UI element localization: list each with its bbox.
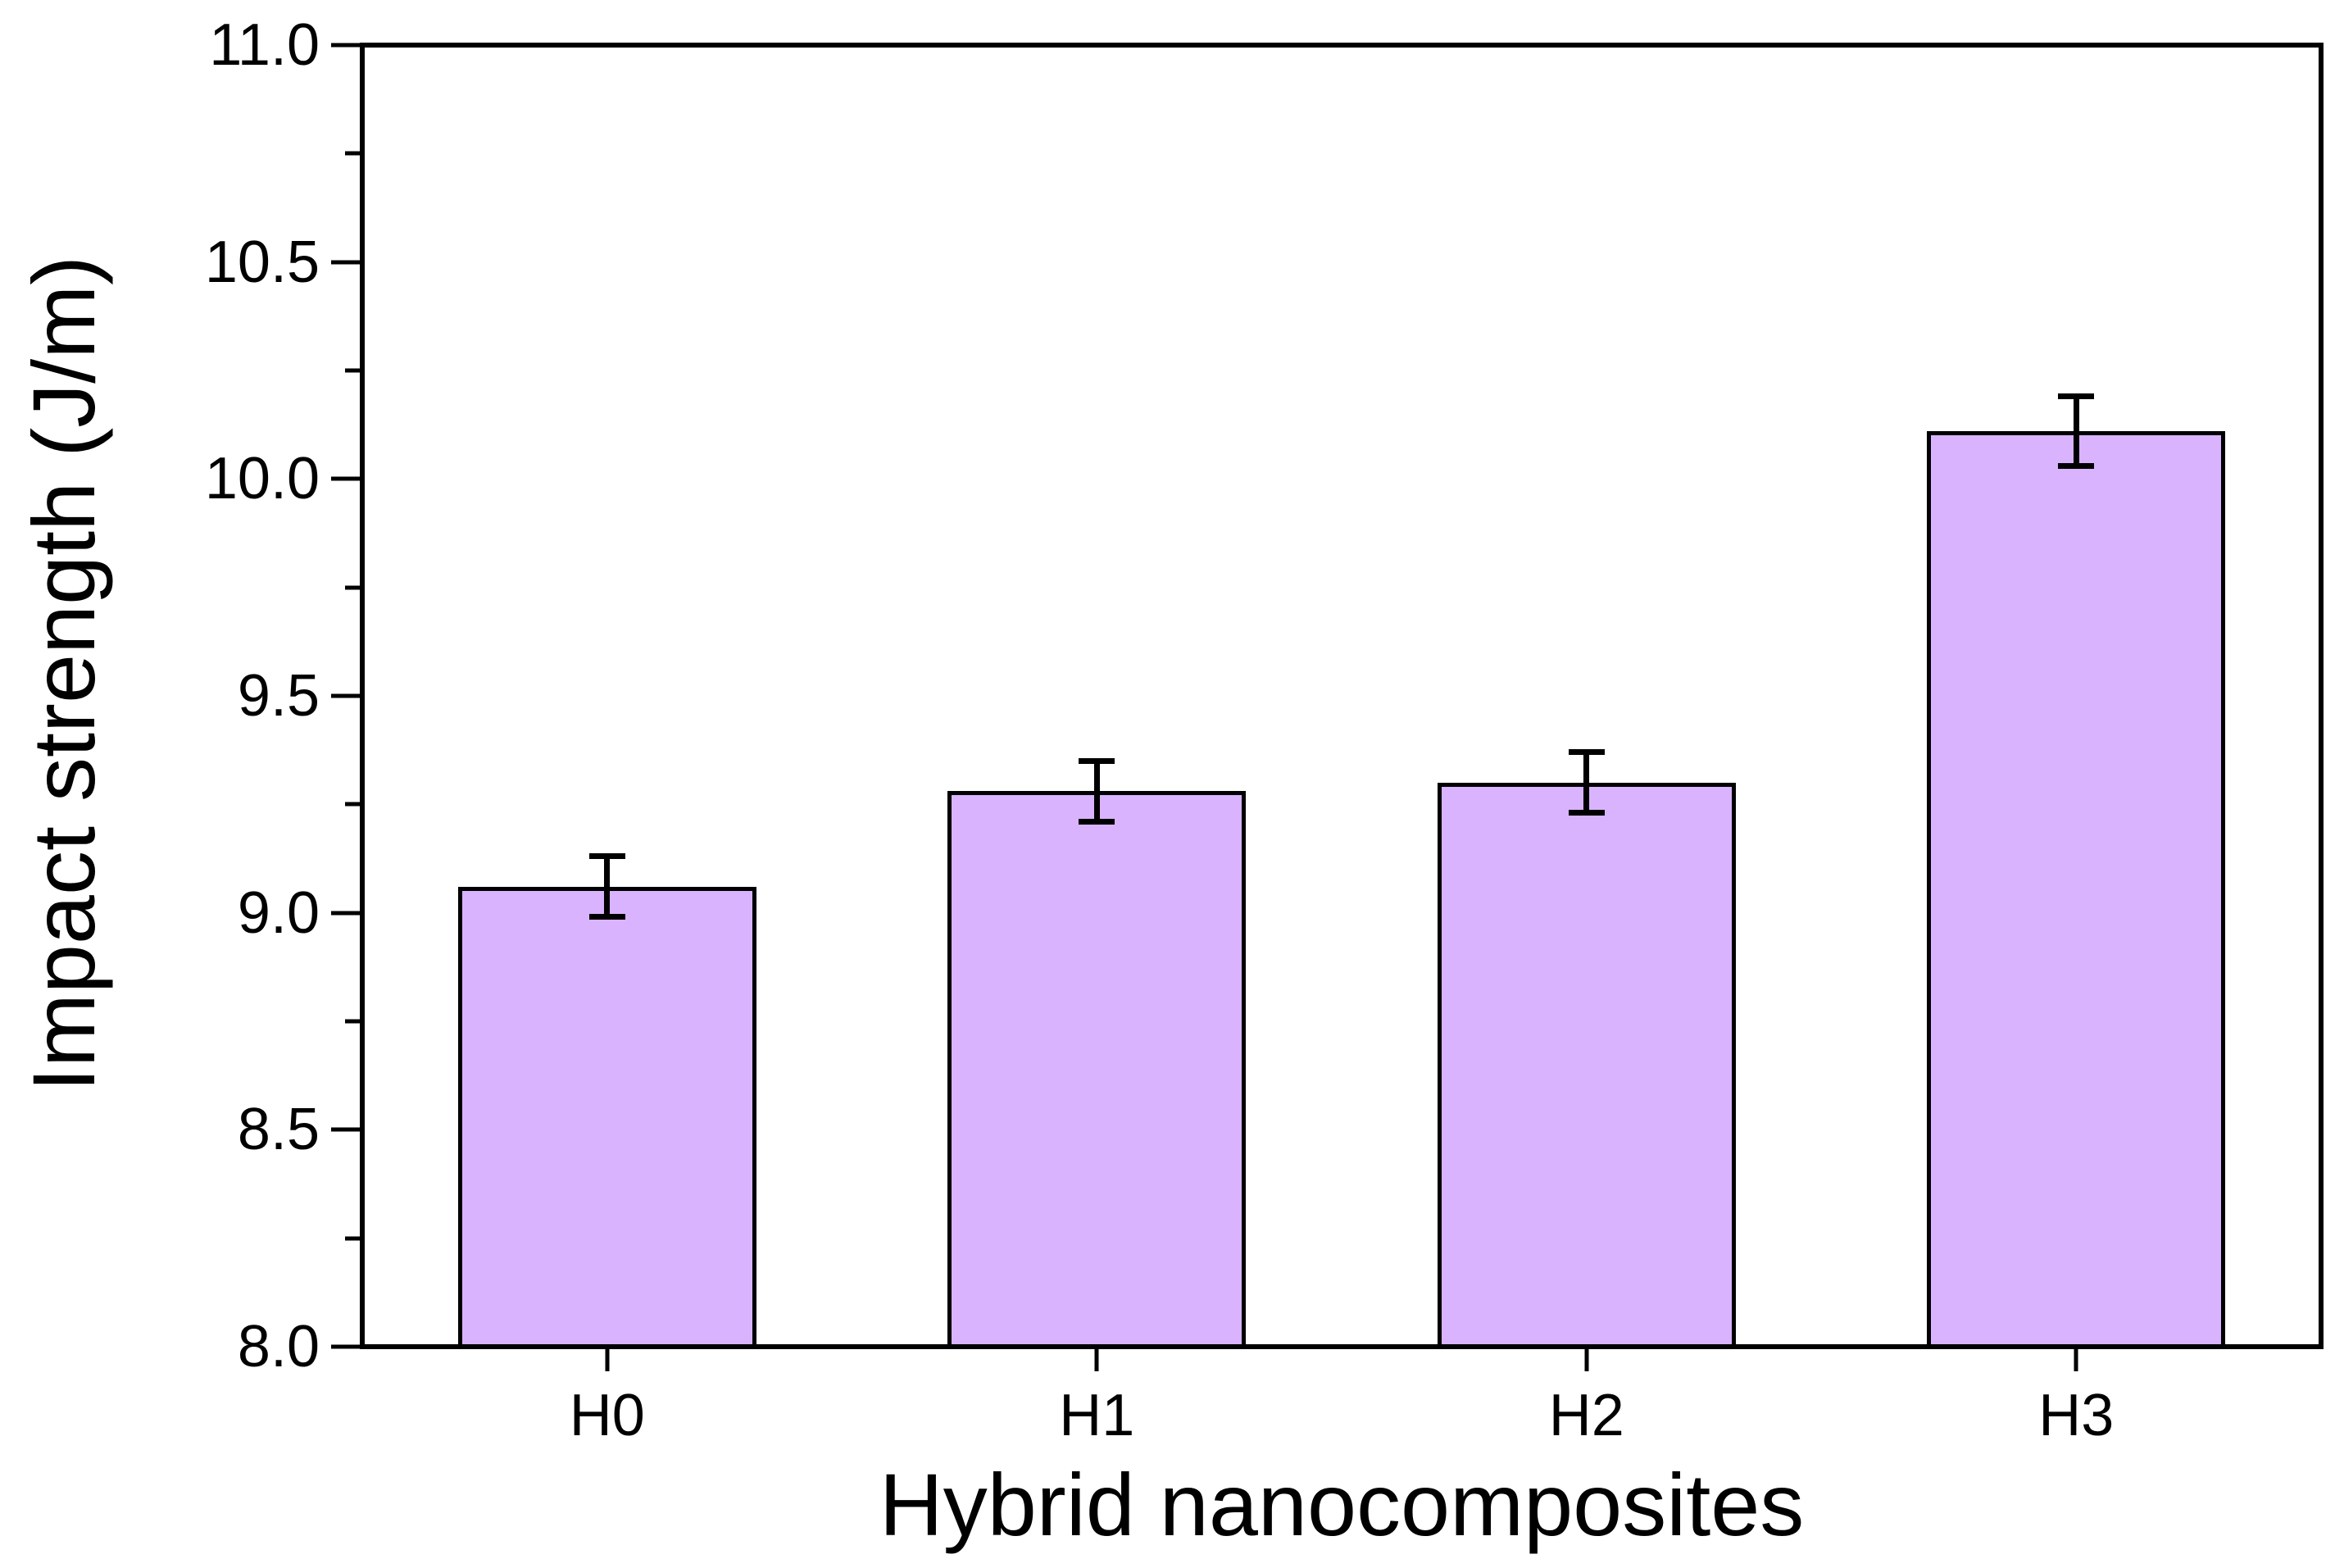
error-bar-line-H3 [2073, 396, 2079, 466]
y-minor-tick-9.25 [345, 802, 362, 807]
plot-area: 8.0 8.5 9.0 9.5 10.0 10.5 11.0 H0 H1 H2 H3 [205, 16, 2324, 1445]
error-bar-cap-bottom-H0 [588, 914, 625, 920]
y-tick-label-11.0: 11.0 [209, 12, 320, 78]
y-axis-title: Impact strength (J/m) [14, 255, 113, 1093]
y-tick-label-8.0: 8.0 [237, 1314, 320, 1379]
bar-H0 [457, 886, 756, 1347]
x-tick-label-H0: H0 [569, 1383, 645, 1448]
x-tick-label-H1: H1 [1059, 1383, 1135, 1448]
bar-H1 [947, 791, 1247, 1347]
error-bar-cap-top-H2 [1568, 749, 1605, 756]
y-major-tick-10.0 [331, 476, 362, 481]
error-bar-cap-top-H1 [1079, 757, 1115, 764]
y-minor-tick-8.75 [345, 1019, 362, 1024]
error-bar-cap-bottom-H2 [1568, 810, 1605, 816]
y-minor-tick-10.75 [345, 151, 362, 156]
x-tick-H1 [1094, 1347, 1099, 1371]
x-tick-H2 [1584, 1347, 1589, 1371]
y-major-tick-10.5 [331, 260, 362, 265]
error-bar-cap-top-H0 [588, 853, 625, 860]
x-tick-H3 [2074, 1347, 2078, 1371]
y-tick-label-9.5: 9.5 [237, 663, 320, 729]
error-bar-line-H2 [1583, 752, 1590, 813]
bar-H2 [1437, 782, 1736, 1347]
y-minor-tick-8.25 [345, 1236, 362, 1241]
x-tick-H0 [605, 1347, 610, 1371]
error-bar-cap-bottom-H3 [2058, 462, 2095, 469]
error-bar-line-H0 [604, 856, 611, 917]
error-bar-line-H1 [1093, 761, 1100, 822]
y-tick-label-10.0: 10.0 [204, 446, 320, 512]
x-tick-label-H3: H3 [2038, 1383, 2115, 1448]
y-major-tick-9.0 [331, 911, 362, 916]
error-bar-cap-top-H3 [2058, 393, 2095, 400]
y-minor-tick-9.75 [345, 585, 362, 590]
y-major-tick-8.5 [331, 1127, 362, 1132]
y-minor-tick-10.25 [345, 368, 362, 373]
y-major-tick-11.0 [331, 43, 362, 48]
y-tick-label-9.0: 9.0 [237, 879, 320, 946]
bar-H3 [1927, 431, 2226, 1347]
x-tick-label-H2: H2 [1548, 1383, 1624, 1448]
error-bar-cap-bottom-H1 [1079, 819, 1115, 825]
y-tick-label-8.5: 8.5 [237, 1097, 320, 1163]
y-major-tick-8.0 [331, 1344, 362, 1349]
x-axis-title: Hybrid nanocomposites [879, 1455, 1805, 1554]
y-major-tick-9.5 [331, 693, 362, 698]
y-tick-label-10.5: 10.5 [204, 229, 320, 295]
